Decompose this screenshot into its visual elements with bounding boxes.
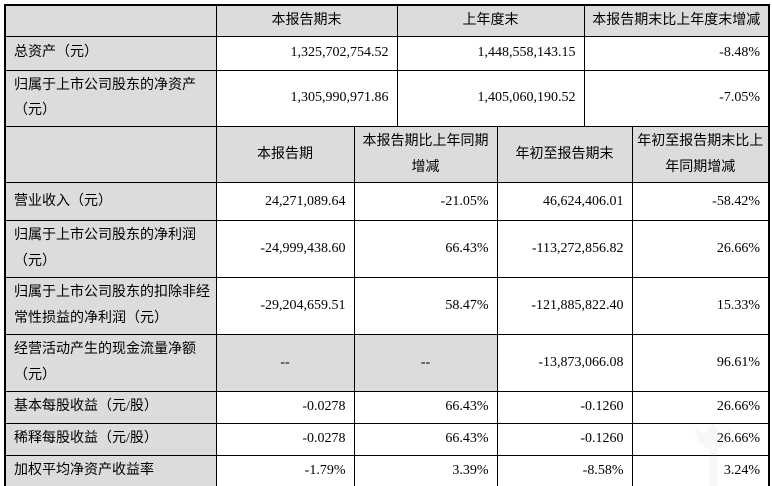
row-revenue: 营业收入（元） 24,271,089.64 -21.05% 46,624,406… [4, 182, 770, 222]
deducted-profit-current: -29,204,659.51 [215, 277, 355, 335]
period-table: 本报告期 本报告期比上年同期增减 年初至报告期末 年初至报告期末比上年同期增减 … [4, 126, 770, 486]
financial-summary-table: 本报告期末 上年度末 本报告期末比上年度末增减 总资产（元） 1,325,702… [4, 4, 770, 486]
net-profit-ytd-change: 26.66% [631, 220, 770, 279]
diluted-eps-change: 66.43% [353, 422, 498, 456]
row-diluted-eps: 稀释每股收益（元/股） -0.0278 66.43% -0.1260 26.66… [4, 422, 770, 456]
basic-eps-change: 66.43% [353, 390, 498, 424]
basic-eps-ytd: -0.1260 [496, 390, 633, 424]
diluted-eps-ytd: -0.1260 [496, 422, 633, 456]
diluted-eps-current: -0.0278 [215, 422, 355, 456]
net-assets-current: 1,305,990,971.86 [215, 69, 398, 128]
row-net-profit-deducted: 归属于上市公司股东的扣除非经常性损益的净利润（元） -29,204,659.51… [4, 277, 770, 335]
total-assets-prior: 1,448,558,143.15 [396, 35, 585, 71]
row-label: 经营活动产生的现金流量净额（元） [4, 333, 217, 392]
diluted-eps-ytd-change: 26.66% [631, 422, 770, 456]
total-assets-current: 1,325,702,754.52 [215, 35, 398, 71]
header-current-period: 本报告期 [215, 126, 355, 184]
revenue-ytd-change: -58.42% [631, 182, 770, 222]
blank-header-cell [4, 126, 217, 184]
period-end-table: 本报告期末 上年度末 本报告期末比上年度末增减 总资产（元） 1,325,702… [4, 4, 770, 128]
deducted-profit-change: 58.47% [353, 277, 498, 335]
roe-current: -1.79% [215, 454, 355, 486]
roe-change: 3.39% [353, 454, 498, 486]
basic-eps-ytd-change: 26.66% [631, 390, 770, 424]
blank-header-cell [4, 4, 217, 37]
roe-ytd: -8.58% [496, 454, 633, 486]
net-profit-change: 66.43% [353, 220, 498, 279]
row-label: 营业收入（元） [4, 182, 217, 222]
cash-flow-current-na: -- [215, 333, 355, 392]
revenue-current: 24,271,089.64 [215, 182, 355, 222]
row-label: 总资产（元） [4, 35, 217, 71]
row-basic-eps: 基本每股收益（元/股） -0.0278 66.43% -0.1260 26.66… [4, 390, 770, 424]
header-change-vs-prior-year-end: 本报告期末比上年度末增减 [583, 4, 770, 37]
row-net-assets: 归属于上市公司股东的净资产（元） 1,305,990,971.86 1,405,… [4, 69, 770, 128]
row-weighted-avg-roe: 加权平均净资产收益率 -1.79% 3.39% -8.58% 3.24% [4, 454, 770, 486]
row-label: 归属于上市公司股东的扣除非经常性损益的净利润（元） [4, 277, 217, 335]
cash-flow-change-na: -- [353, 333, 498, 392]
header-prior-year-end: 上年度末 [396, 4, 585, 37]
revenue-change: -21.05% [353, 182, 498, 222]
cash-flow-ytd: -13,873,066.08 [496, 333, 633, 392]
net-assets-prior: 1,405,060,190.52 [396, 69, 585, 128]
header-current-period-end: 本报告期末 [215, 4, 398, 37]
total-assets-change: -8.48% [583, 35, 770, 71]
row-label: 稀释每股收益（元/股） [4, 422, 217, 456]
net-assets-change: -7.05% [583, 69, 770, 128]
period-header-row: 本报告期 本报告期比上年同期增减 年初至报告期末 年初至报告期末比上年同期增减 [4, 126, 770, 184]
row-operating-cash-flow: 经营活动产生的现金流量净额（元） -- -- -13,873,066.08 96… [4, 333, 770, 392]
header-change-vs-same-period: 本报告期比上年同期增减 [353, 126, 498, 184]
deducted-profit-ytd-change: 15.33% [631, 277, 770, 335]
header-year-to-date: 年初至报告期末 [496, 126, 633, 184]
deducted-profit-ytd: -121,885,822.40 [496, 277, 633, 335]
row-label: 加权平均净资产收益率 [4, 454, 217, 486]
row-label: 归属于上市公司股东的净利润（元） [4, 220, 217, 279]
net-profit-ytd: -113,272,856.82 [496, 220, 633, 279]
revenue-ytd: 46,624,406.01 [496, 182, 633, 222]
row-net-profit: 归属于上市公司股东的净利润（元） -24,999,438.60 66.43% -… [4, 220, 770, 279]
row-label: 归属于上市公司股东的净资产（元） [4, 69, 217, 128]
roe-ytd-change: 3.24% [631, 454, 770, 486]
row-label: 基本每股收益（元/股） [4, 390, 217, 424]
cash-flow-ytd-change: 96.61% [631, 333, 770, 392]
row-total-assets: 总资产（元） 1,325,702,754.52 1,448,558,143.15… [4, 35, 770, 71]
basic-eps-current: -0.0278 [215, 390, 355, 424]
net-profit-current: -24,999,438.60 [215, 220, 355, 279]
period-end-header-row: 本报告期末 上年度末 本报告期末比上年度末增减 [4, 4, 770, 37]
header-ytd-change-vs-same-period: 年初至报告期末比上年同期增减 [631, 126, 770, 184]
